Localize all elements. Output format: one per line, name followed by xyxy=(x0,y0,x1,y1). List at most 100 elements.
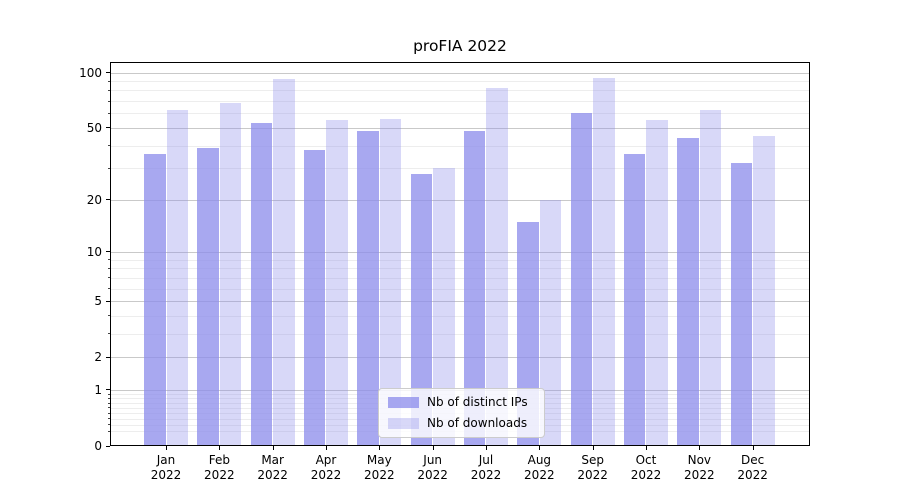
x-label-jul: Jul 2022 xyxy=(470,453,502,482)
y-minortick-4 xyxy=(107,315,110,317)
y-tick-2 xyxy=(106,356,110,358)
bar-downloads-jul xyxy=(486,87,508,446)
bar-downloads-mar xyxy=(273,79,295,446)
x-tick-aug xyxy=(539,446,541,450)
x-label-aug: Aug 2022 xyxy=(524,453,555,482)
y-minortick-60 xyxy=(107,112,110,114)
y-minortick-9 xyxy=(107,259,110,261)
chart-title: proFIA 2022 xyxy=(413,37,507,55)
x-label-nov: Nov 2022 xyxy=(684,453,715,482)
x-tick-jul xyxy=(485,446,487,450)
y-minortick-40 xyxy=(107,145,110,147)
bar-distinct-ips-mar xyxy=(250,123,273,446)
y-tick-100 xyxy=(106,72,110,74)
bar-downloads-feb xyxy=(219,103,242,446)
y-label-100: 100 xyxy=(79,65,102,80)
gridline-minor-6 xyxy=(110,288,810,290)
y-minortick-30 xyxy=(107,167,110,169)
x-label-jan: Jan 2022 xyxy=(150,453,182,482)
gridline-minor-8 xyxy=(110,268,810,270)
bar-downloads-jan xyxy=(166,109,188,446)
x-label-mar: Mar 2022 xyxy=(257,453,288,482)
gridline-minor-60 xyxy=(110,113,810,115)
y-minortick-7 xyxy=(107,277,110,279)
gridline-major-20 xyxy=(110,199,810,201)
bar-distinct-ips-dec xyxy=(730,163,753,446)
x-label-apr: Apr 2022 xyxy=(310,453,342,482)
gridline-major-2 xyxy=(110,357,810,359)
x-tick-jun xyxy=(432,446,434,450)
x-label-jun: Jun 2022 xyxy=(417,453,448,482)
bar-downloads-dec xyxy=(753,136,775,446)
y-minortick-8 xyxy=(107,267,110,269)
y-minortick-0_4 xyxy=(107,418,110,420)
gridline-minor-90 xyxy=(110,81,810,83)
gridline-minor-7 xyxy=(110,277,810,279)
bar-distinct-ips-jan xyxy=(144,153,166,446)
gridline-minor-70 xyxy=(110,101,810,103)
gridline-minor-30 xyxy=(110,168,810,170)
x-label-oct: Oct 2022 xyxy=(630,453,662,482)
y-minortick-0_3 xyxy=(107,424,110,426)
y-minortick-80 xyxy=(107,89,110,91)
legend-label-distinct-ips: Nb of distinct IPs xyxy=(427,395,528,409)
y-label-2: 2 xyxy=(94,350,102,365)
bar-distinct-ips-feb xyxy=(197,147,219,446)
bar-downloads-aug xyxy=(539,199,562,446)
y-label-1: 1 xyxy=(94,382,102,397)
legend: Nb of distinct IPs Nb of downloads xyxy=(378,388,545,438)
y-minortick-0_5 xyxy=(107,412,110,414)
gridline-minor-40 xyxy=(110,145,810,147)
bar-downloads-oct xyxy=(646,120,668,446)
x-tick-oct xyxy=(645,446,647,450)
plot-area: Nb of distinct IPs Nb of downloads xyxy=(110,62,810,446)
bar-distinct-ips-jun xyxy=(410,173,433,446)
legend-item-downloads: Nb of downloads xyxy=(388,416,535,431)
y-tick-20 xyxy=(106,199,110,201)
y-minortick-0_9 xyxy=(107,393,110,395)
y-minortick-3 xyxy=(107,333,110,335)
x-label-dec: Dec 2022 xyxy=(737,453,768,482)
x-label-feb: Feb 2022 xyxy=(204,453,235,482)
x-tick-jan xyxy=(166,446,167,450)
legend-label-downloads: Nb of downloads xyxy=(427,416,528,430)
legend-swatch-distinct-ips xyxy=(388,397,419,408)
y-label-10: 10 xyxy=(86,244,102,259)
y-minortick-0_8 xyxy=(107,397,110,399)
bar-distinct-ips-nov xyxy=(677,138,699,446)
y-tick-1 xyxy=(106,389,110,391)
y-minortick-0_6 xyxy=(107,407,110,409)
x-label-sep: Sep 2022 xyxy=(577,453,608,482)
bar-downloads-apr xyxy=(326,120,348,446)
gridline-minor-4 xyxy=(110,315,810,317)
bar-downloads-jun xyxy=(433,168,455,446)
bar-distinct-ips-sep xyxy=(570,113,593,446)
y-label-5: 5 xyxy=(94,294,102,309)
y-minortick-70 xyxy=(107,100,110,102)
y-tick-10 xyxy=(106,251,110,253)
gridline-minor-9 xyxy=(110,259,810,261)
x-tick-dec xyxy=(752,446,754,450)
y-tick-50 xyxy=(106,127,110,129)
bar-distinct-ips-may xyxy=(357,131,379,446)
bar-distinct-ips-oct xyxy=(623,153,646,446)
legend-swatch-downloads xyxy=(388,418,419,429)
y-minortick-0_2 xyxy=(107,430,110,432)
y-minortick-6 xyxy=(107,288,110,290)
bar-distinct-ips-jul xyxy=(463,131,486,446)
x-tick-mar xyxy=(272,446,274,450)
y-tick-5 xyxy=(106,300,110,302)
gridline-major-50 xyxy=(110,127,810,129)
x-tick-sep xyxy=(592,446,594,450)
bar-downloads-sep xyxy=(593,77,615,446)
gridline-major-5 xyxy=(110,301,810,303)
x-tick-apr xyxy=(325,446,327,450)
y-minortick-90 xyxy=(107,80,110,82)
x-tick-may xyxy=(379,446,381,450)
y-label-50: 50 xyxy=(86,120,102,135)
y-tick-0 xyxy=(106,445,110,447)
x-tick-nov xyxy=(699,446,701,450)
bar-downloads-may xyxy=(379,118,402,446)
gridline-minor-3 xyxy=(110,333,810,335)
